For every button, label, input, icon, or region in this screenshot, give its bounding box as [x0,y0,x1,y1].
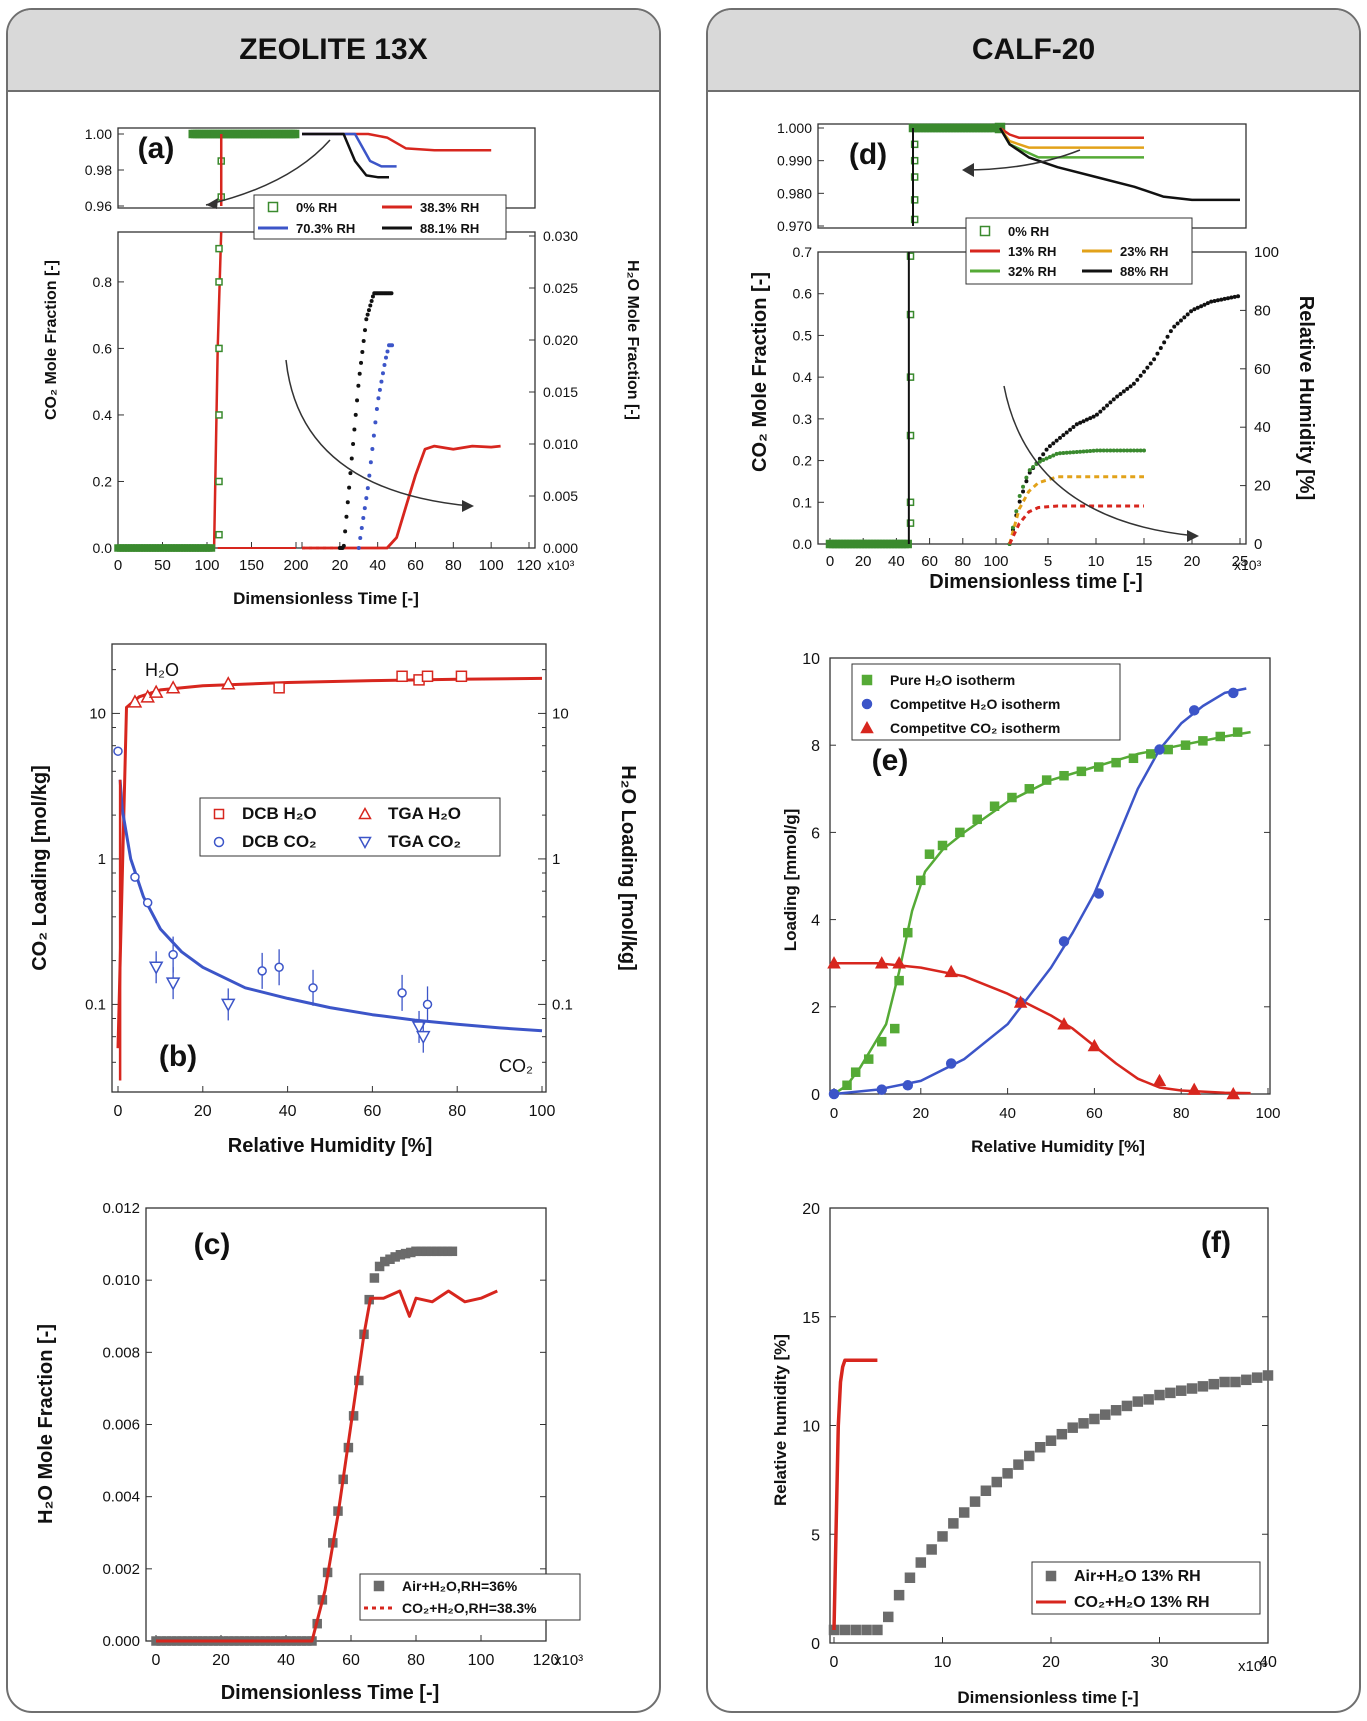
panel-calf20: CALF-20 [706,8,1361,1713]
panel-title-zeolite: ZEOLITE 13X [8,10,659,92]
panel-zeolite: ZEOLITE 13X [6,8,661,1713]
panel-title-calf20: CALF-20 [708,10,1359,92]
